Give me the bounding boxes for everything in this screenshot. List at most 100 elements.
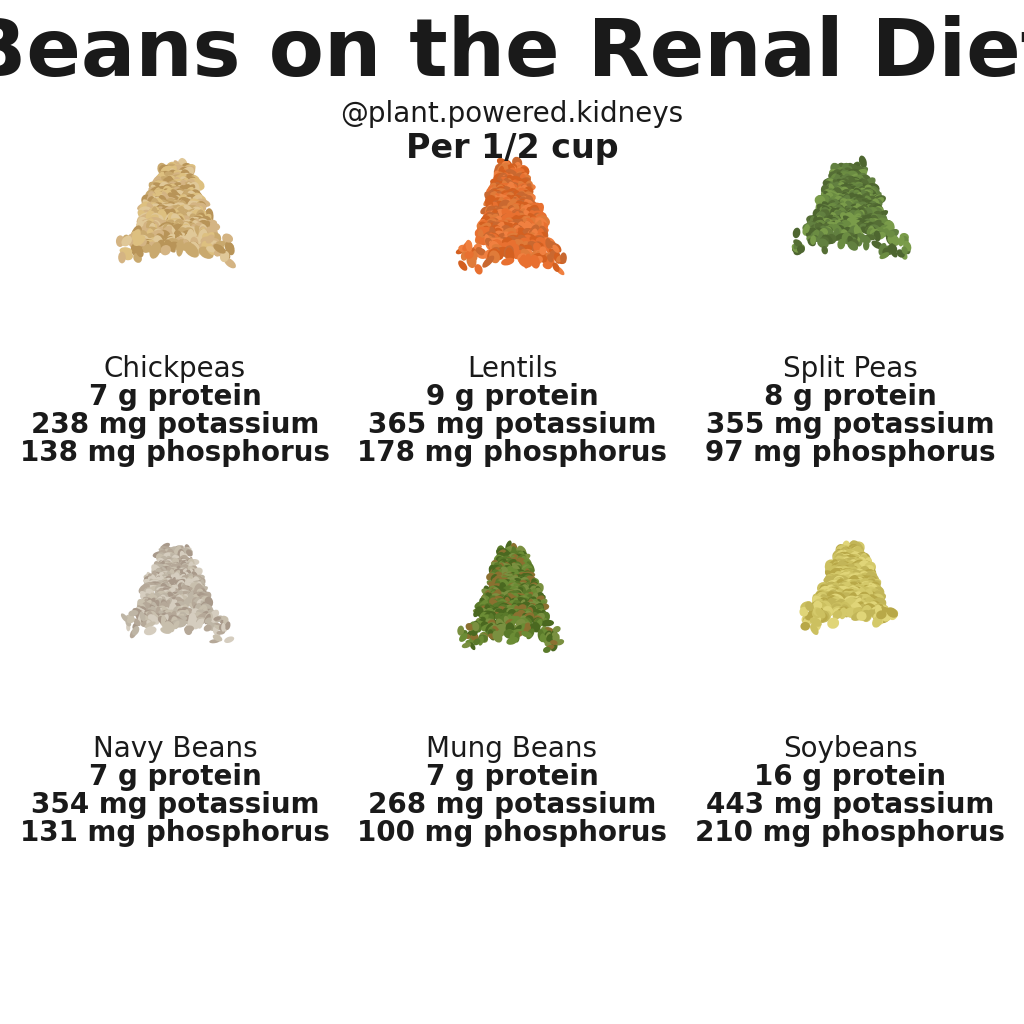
Ellipse shape <box>513 594 521 601</box>
Ellipse shape <box>534 617 543 628</box>
Ellipse shape <box>160 609 171 617</box>
Ellipse shape <box>168 179 184 188</box>
Ellipse shape <box>496 222 510 229</box>
Ellipse shape <box>507 206 521 216</box>
Ellipse shape <box>841 577 851 586</box>
Ellipse shape <box>133 618 141 626</box>
Ellipse shape <box>829 578 841 591</box>
Ellipse shape <box>476 252 486 259</box>
Ellipse shape <box>138 238 146 247</box>
Text: 355 mg potassium: 355 mg potassium <box>706 411 994 439</box>
Ellipse shape <box>490 193 497 207</box>
Ellipse shape <box>847 197 858 203</box>
Ellipse shape <box>499 556 507 563</box>
Ellipse shape <box>855 573 865 582</box>
Ellipse shape <box>162 190 170 205</box>
Ellipse shape <box>162 188 176 203</box>
Ellipse shape <box>856 579 868 593</box>
Ellipse shape <box>481 225 489 236</box>
Ellipse shape <box>199 227 206 242</box>
Ellipse shape <box>154 568 162 578</box>
Ellipse shape <box>168 190 178 198</box>
Ellipse shape <box>144 620 153 627</box>
Ellipse shape <box>144 220 154 233</box>
Ellipse shape <box>553 626 560 633</box>
Ellipse shape <box>808 222 814 231</box>
Ellipse shape <box>494 201 503 208</box>
Ellipse shape <box>184 627 193 635</box>
Ellipse shape <box>510 180 516 191</box>
Ellipse shape <box>867 581 881 595</box>
Ellipse shape <box>477 612 487 617</box>
Ellipse shape <box>537 603 544 612</box>
Ellipse shape <box>165 577 173 585</box>
Ellipse shape <box>163 197 178 207</box>
Ellipse shape <box>509 177 519 185</box>
Ellipse shape <box>851 574 861 588</box>
Ellipse shape <box>792 244 800 253</box>
Ellipse shape <box>194 618 204 630</box>
Ellipse shape <box>516 571 528 578</box>
Ellipse shape <box>196 611 201 621</box>
Ellipse shape <box>182 597 191 609</box>
Ellipse shape <box>855 193 862 206</box>
Ellipse shape <box>508 587 517 595</box>
Ellipse shape <box>822 223 831 231</box>
Ellipse shape <box>501 172 511 181</box>
Ellipse shape <box>158 553 168 559</box>
Ellipse shape <box>843 560 855 571</box>
Ellipse shape <box>518 172 527 184</box>
Ellipse shape <box>167 549 175 561</box>
Ellipse shape <box>179 205 194 218</box>
Ellipse shape <box>519 585 529 591</box>
Ellipse shape <box>141 611 151 625</box>
Ellipse shape <box>175 212 190 221</box>
Ellipse shape <box>852 581 863 594</box>
Ellipse shape <box>146 580 161 589</box>
Ellipse shape <box>145 590 152 600</box>
Ellipse shape <box>199 226 208 241</box>
Ellipse shape <box>850 204 861 215</box>
Ellipse shape <box>176 580 185 592</box>
Ellipse shape <box>853 607 865 620</box>
Ellipse shape <box>863 557 872 572</box>
Ellipse shape <box>136 604 145 612</box>
Ellipse shape <box>185 178 196 193</box>
Ellipse shape <box>161 593 169 603</box>
Ellipse shape <box>167 163 179 174</box>
Ellipse shape <box>511 587 522 596</box>
Ellipse shape <box>847 580 859 591</box>
Ellipse shape <box>165 621 174 628</box>
Ellipse shape <box>495 184 504 197</box>
Ellipse shape <box>492 185 498 200</box>
Ellipse shape <box>849 603 861 615</box>
Ellipse shape <box>841 191 853 200</box>
Ellipse shape <box>539 228 548 242</box>
Ellipse shape <box>829 169 839 176</box>
Ellipse shape <box>520 202 529 214</box>
Ellipse shape <box>184 582 194 596</box>
Ellipse shape <box>835 586 846 599</box>
Ellipse shape <box>822 606 833 617</box>
Ellipse shape <box>171 171 187 179</box>
Ellipse shape <box>141 219 156 229</box>
Ellipse shape <box>205 617 212 624</box>
Ellipse shape <box>829 219 840 227</box>
Ellipse shape <box>488 217 498 226</box>
Ellipse shape <box>516 551 524 559</box>
Ellipse shape <box>816 600 831 612</box>
Ellipse shape <box>182 184 196 195</box>
Ellipse shape <box>186 194 198 206</box>
Ellipse shape <box>176 240 183 257</box>
Ellipse shape <box>144 599 151 608</box>
Ellipse shape <box>184 598 193 606</box>
Ellipse shape <box>525 582 535 592</box>
Ellipse shape <box>851 200 859 212</box>
Ellipse shape <box>180 183 195 195</box>
Ellipse shape <box>854 183 863 197</box>
Ellipse shape <box>520 226 529 234</box>
Ellipse shape <box>508 593 517 604</box>
Ellipse shape <box>849 171 856 179</box>
Ellipse shape <box>183 242 199 257</box>
Ellipse shape <box>833 181 844 191</box>
